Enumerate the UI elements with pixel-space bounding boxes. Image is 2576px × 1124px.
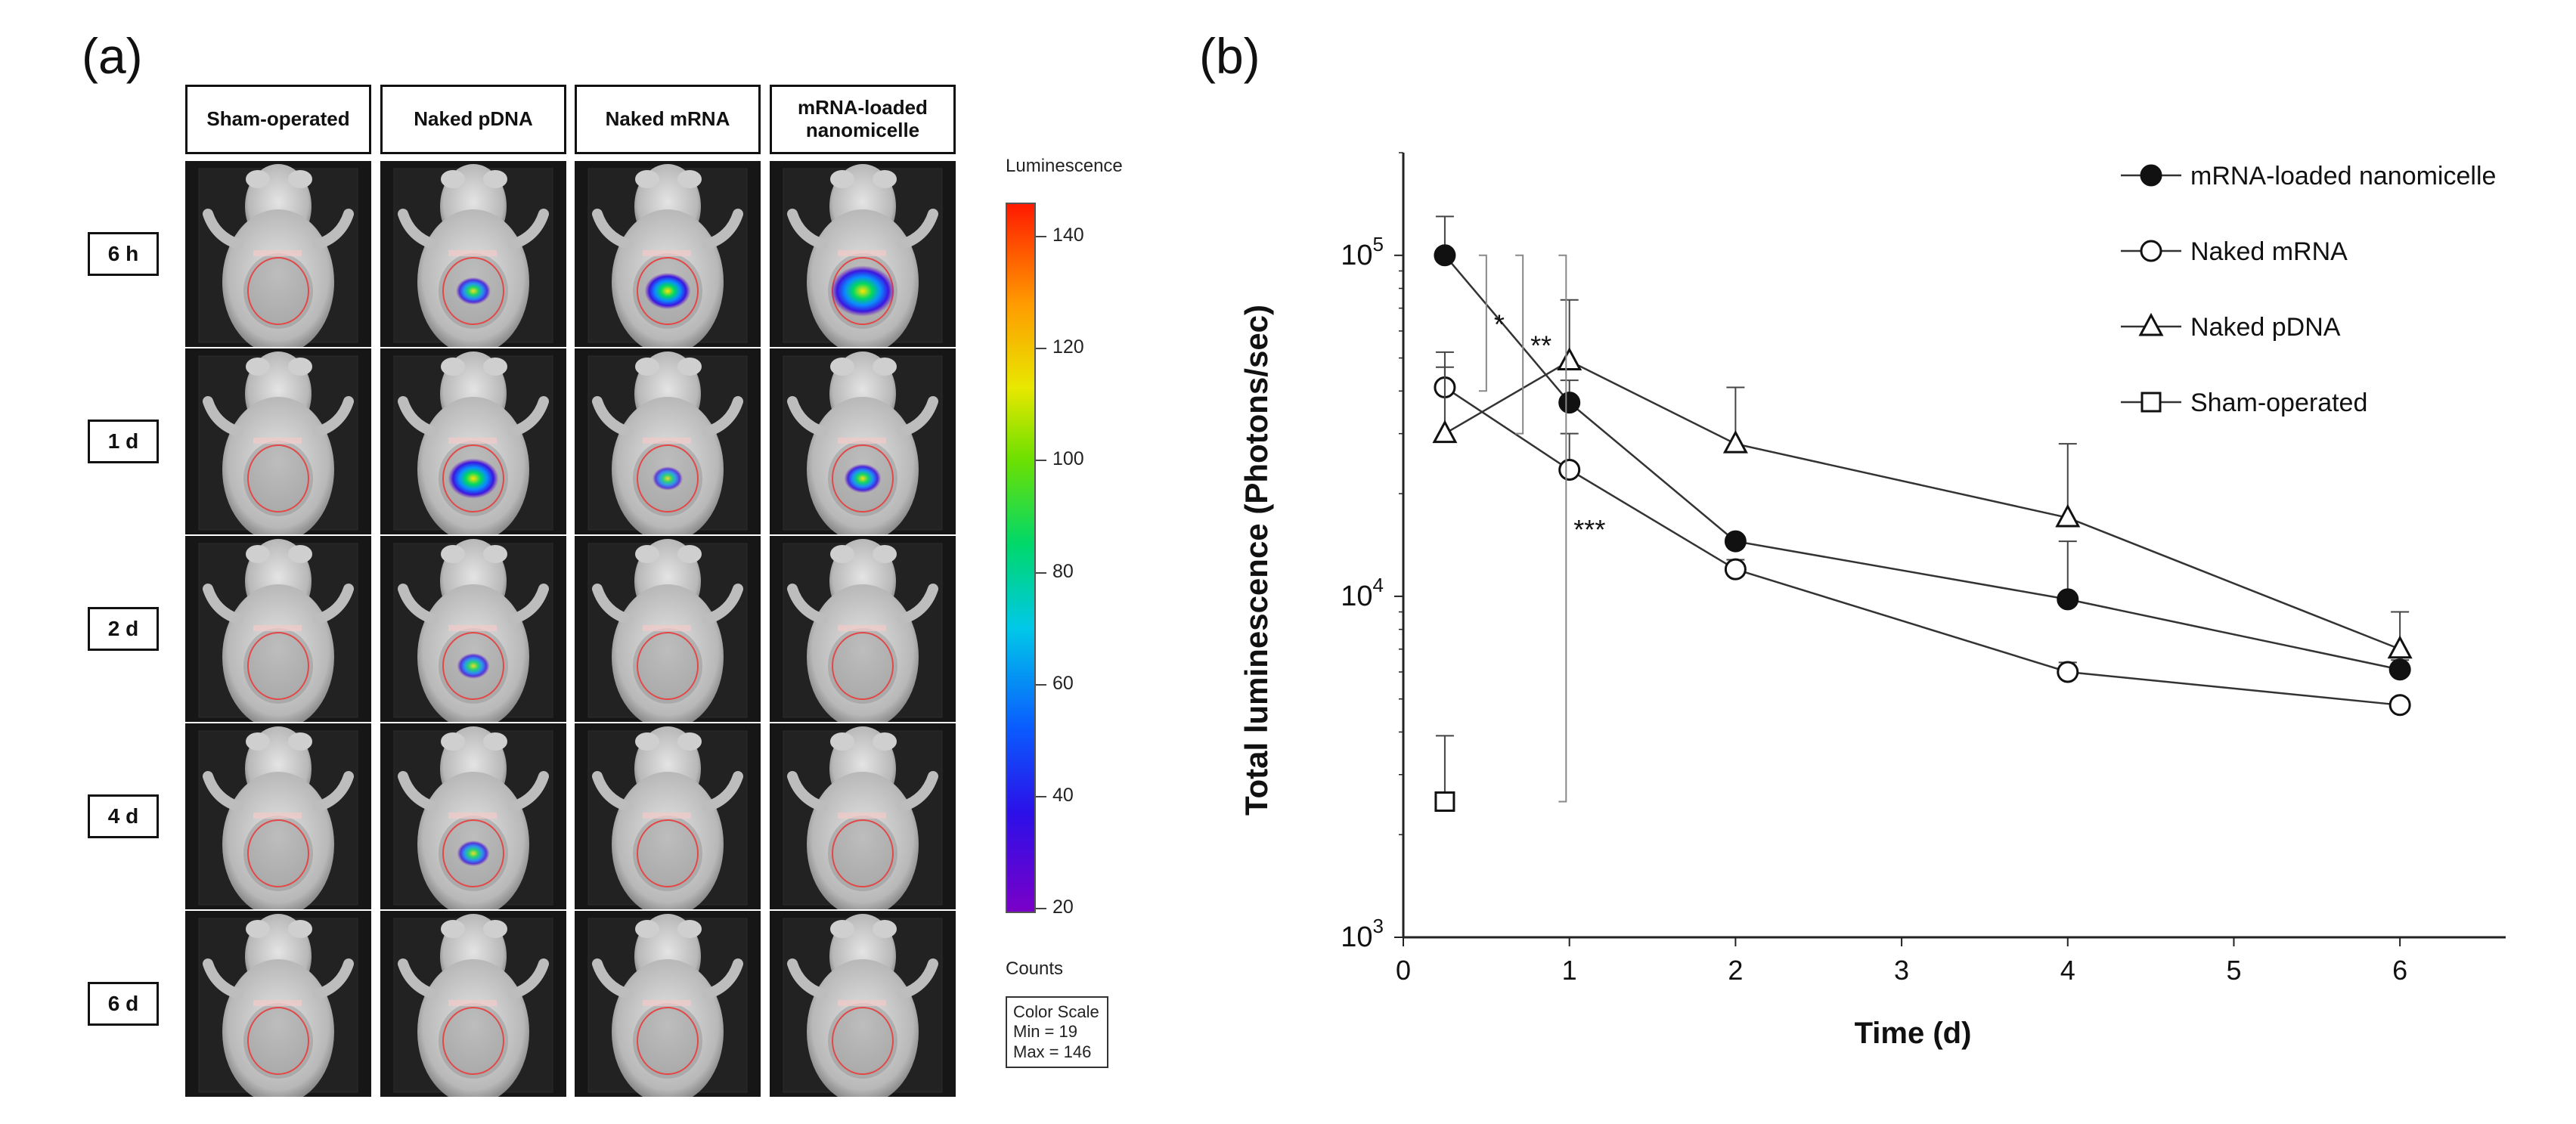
color-scale-min: Min = 19 — [1013, 1022, 1077, 1042]
data-point-mrna-loaded-nanomicelle — [1558, 392, 1581, 414]
data-point-naked-pdna — [2387, 635, 2413, 659]
data-point-naked-mrna — [1558, 459, 1581, 481]
y-tick-label: 105 — [1341, 233, 1384, 271]
significance-bracket — [1515, 254, 1524, 435]
series-line-naked-mrna — [1444, 386, 2401, 706]
data-point-naked-pdna — [2055, 503, 2081, 528]
mouse-image — [380, 911, 566, 1097]
significance-label: * — [1494, 309, 1505, 340]
luminescence-time-chart: 0 1 2 3 4 5 6 103 104 105 Time (d) Total luminescen… — [1238, 152, 2506, 1050]
x-tick-label: 1 — [1562, 955, 1577, 986]
data-point-mrna-loaded-nanomicelle — [1724, 530, 1747, 553]
mouse-image — [185, 348, 371, 534]
legend-marker — [2140, 392, 2162, 413]
colorbar-tick — [1036, 683, 1046, 686]
mouse-image — [575, 348, 761, 534]
colorbar-tick-label: 80 — [1052, 560, 1074, 582]
data-point-naked-mrna — [2057, 661, 2079, 683]
mouse-image — [770, 911, 956, 1097]
row-header: 6 d — [88, 982, 159, 1026]
significance-label: *** — [1573, 514, 1605, 545]
color-scale-max: Max = 146 — [1013, 1042, 1092, 1061]
significance-label: ** — [1530, 330, 1551, 361]
x-axis-label: Time (d) — [1855, 1017, 1972, 1050]
mouse-image — [380, 348, 566, 534]
colorbar-units: Counts — [1006, 958, 1064, 979]
mouse-image — [575, 536, 761, 722]
y-tick-label: 103 — [1341, 915, 1384, 953]
x-tick-label: 0 — [1396, 955, 1411, 986]
colorbar-title: Luminescence — [1006, 156, 1123, 176]
colorbar-tick-label: 40 — [1052, 784, 1074, 806]
x-tick-label: 3 — [1894, 955, 1909, 986]
colorbar-tick — [1036, 236, 1046, 238]
data-point-mrna-loaded-nanomicelle — [2057, 588, 2079, 611]
column-header: Sham-operated — [185, 85, 371, 154]
y-tick-label: 104 — [1341, 574, 1384, 612]
mouse-image — [185, 723, 371, 909]
mouse-image — [770, 348, 956, 534]
mouse-image — [770, 161, 956, 347]
significance-bracket — [1558, 254, 1567, 803]
legend-marker — [2138, 312, 2164, 336]
column-header: Naked pDNA — [380, 85, 566, 154]
mouse-image — [770, 536, 956, 722]
colorbar-tick-label: 20 — [1052, 896, 1074, 918]
x-tick-label: 2 — [1728, 955, 1743, 986]
data-point-mrna-loaded-nanomicelle — [2388, 658, 2411, 681]
data-point-sham-operated — [1434, 791, 1455, 812]
colorbar-tick — [1036, 571, 1046, 574]
colorbar-tick-label: 100 — [1052, 448, 1084, 470]
legend-label: Naked mRNA — [2190, 237, 2348, 266]
mouse-image — [185, 161, 371, 347]
row-header: 1 d — [88, 420, 159, 463]
mouse-image — [575, 911, 761, 1097]
mouse-image — [380, 723, 566, 909]
luminescence-colorbar — [1006, 203, 1036, 913]
colorbar-tick-label: 60 — [1052, 672, 1074, 694]
column-header: Naked mRNA — [575, 85, 761, 154]
row-header: 2 d — [88, 607, 159, 651]
x-tick-label: 6 — [2392, 955, 2407, 986]
column-header: mRNA-loaded nanomicelle — [770, 85, 956, 154]
significance-bracket — [1478, 254, 1487, 392]
legend-label: Sham-operated — [2190, 389, 2367, 417]
data-point-naked-pdna — [1557, 347, 1582, 371]
legend-marker — [2140, 240, 2162, 262]
color-scale-title: Color Scale — [1013, 1002, 1099, 1021]
y-axis-label: Total luminescence (Photons/sec) — [1238, 305, 1274, 816]
data-point-naked-mrna — [2388, 694, 2411, 717]
mouse-image — [380, 161, 566, 347]
mouse-image — [185, 536, 371, 722]
panel-a-label: (a) — [82, 28, 143, 84]
mouse-image — [575, 723, 761, 909]
row-header: 4 d — [88, 794, 159, 838]
data-point-naked-mrna — [1724, 558, 1747, 581]
data-point-mrna-loaded-nanomicelle — [1434, 244, 1456, 267]
legend-marker — [2140, 164, 2162, 187]
legend-label: Naked pDNA — [2190, 313, 2341, 342]
legend-label: mRNA-loaded nanomicelle — [2190, 162, 2496, 190]
colorbar-tick — [1036, 460, 1046, 462]
colorbar-tick-label: 140 — [1052, 224, 1084, 246]
mouse-image — [185, 911, 371, 1097]
colorbar-tick-label: 120 — [1052, 336, 1084, 358]
color-scale-box: Color Scale Min = 19 Max = 146 — [1006, 996, 1108, 1069]
data-point-naked-pdna — [1722, 430, 1748, 454]
colorbar-tick — [1036, 795, 1046, 797]
panel-b-label: (b) — [1199, 28, 1260, 84]
row-header: 6 h — [88, 232, 159, 276]
colorbar-tick — [1036, 907, 1046, 909]
x-tick-label: 4 — [2060, 955, 2075, 986]
data-point-naked-pdna — [1432, 420, 1458, 444]
mouse-image — [380, 536, 566, 722]
mouse-image — [575, 161, 761, 347]
colorbar-tick — [1036, 348, 1046, 350]
mouse-image — [770, 723, 956, 909]
x-tick-label: 5 — [2226, 955, 2241, 986]
